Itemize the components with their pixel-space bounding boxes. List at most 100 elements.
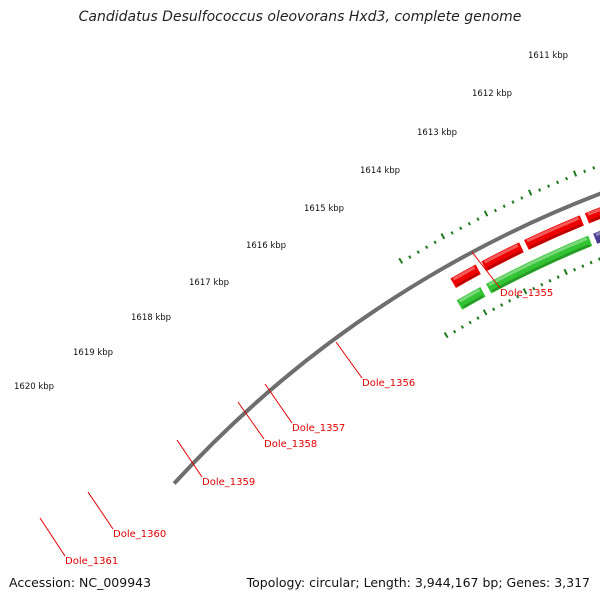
scale-label-2: 1612 kbp: [472, 89, 512, 99]
forward-gene-2-body: [481, 242, 524, 272]
outer-tick-14: [520, 196, 524, 200]
gene-label-dole-1356: Dole_1356: [362, 378, 415, 389]
inner-tick-18: [589, 260, 593, 265]
inner-tick-17: [581, 264, 585, 268]
gene-label-dole-1357: Dole_1357: [292, 423, 345, 434]
scale-label-7: 1617 kbp: [189, 278, 229, 288]
gene-leader-line-2: [335, 341, 363, 379]
reverse-gene-dole-1360-body: [486, 235, 593, 294]
outer-tick-20: [572, 170, 578, 177]
scale-label-3: 1613 kbp: [417, 128, 457, 138]
outer-tick-19: [565, 176, 569, 181]
outer-tick-8: [467, 221, 471, 226]
forward-gene-1-body: [450, 264, 481, 289]
accession-text: Accession: NC_009943: [9, 575, 152, 590]
reverse-gene-dole-1359-body: [593, 230, 600, 244]
gene-label-dole-1359: Dole_1359: [202, 477, 255, 488]
forward-gene-1-highlight: [452, 266, 476, 281]
gene-leader-line-5: [176, 439, 203, 478]
inner-tick-16: [573, 267, 577, 272]
forward-gene-2-highlight: [483, 243, 519, 264]
inner-tick-14: [556, 275, 560, 279]
inner-tick-12: [540, 282, 544, 287]
gene-leader-line-4: [237, 401, 265, 440]
outer-tick-7: [459, 226, 463, 231]
outer-tick-12: [502, 204, 506, 209]
outer-tick-13: [511, 200, 515, 204]
reverse-gene-dole-1361-body: [456, 286, 486, 310]
reverse-gene-dole-1359-shade: [598, 239, 600, 243]
gene-label-dole-1360: Dole_1360: [113, 529, 166, 540]
outer-tick-18: [556, 180, 560, 185]
scale-label-8: 1618 kbp: [131, 313, 171, 323]
reverse-gene-dole-1361-highlight: [458, 288, 481, 303]
scale-label-10: 1620 kbp: [14, 382, 54, 392]
outer-tick-4: [433, 240, 437, 245]
inner-tick-11: [532, 286, 536, 291]
scale-label-6: 1616 kbp: [246, 241, 286, 251]
reverse-gene-dole-1361-shade: [462, 295, 484, 309]
outer-tick-0: [398, 257, 404, 264]
inner-tick-6: [492, 307, 496, 312]
forward-gene-3-highlight: [526, 216, 580, 243]
outer-tick-9: [476, 217, 480, 222]
reverse-gene-dole-1359-highlight: [595, 231, 600, 237]
inner-tick-10: [522, 288, 528, 295]
gene-leader-line-7: [39, 517, 66, 557]
forward-gene-4-shade: [589, 216, 600, 223]
forward-gene-3: [524, 215, 584, 250]
scale-label-1: 1611 kbp: [528, 51, 568, 61]
inner-tick-13: [548, 279, 552, 283]
reverse-gene-dole-1360: [486, 235, 593, 294]
forward-gene-1-shade: [456, 272, 479, 287]
outer-tick-11: [493, 208, 497, 213]
reverse-gene-dole-1359: [593, 230, 600, 244]
forward-gene-2-shade: [487, 250, 522, 270]
genome-backbone: [172, 191, 600, 485]
forward-gene-1: [450, 264, 481, 289]
forward-gene-4-body: [584, 207, 600, 224]
reverse-gene-dole-1360-highlight: [488, 237, 588, 287]
outer-tick-16: [538, 188, 542, 192]
inner-tick-3: [468, 320, 472, 325]
forward-gene-2: [481, 242, 524, 272]
scale-label-5: 1615 kbp: [304, 204, 344, 214]
outer-tick-17: [547, 184, 551, 188]
gene-leader-line-3: [264, 383, 293, 424]
forward-gene-3-body: [524, 215, 584, 250]
inner-tick-9: [516, 294, 520, 299]
outer-tick-10: [483, 210, 489, 217]
outer-tick-2: [416, 250, 420, 254]
inner-tick-5: [482, 309, 488, 316]
forward-gene-4: [584, 207, 600, 224]
gene-label-dole-1355: Dole_1355: [500, 288, 553, 299]
gene-label-dole-1361: Dole_1361: [65, 556, 118, 567]
reverse-gene-dole-1360-shade: [491, 244, 591, 293]
outer-tick-1: [408, 255, 412, 259]
inner-tick-8: [508, 299, 512, 303]
map-title: Candidatus Desulfococcus oleovorans Hxd3…: [78, 9, 522, 25]
inner-tick-2: [460, 325, 464, 329]
outer-tick-6: [450, 231, 454, 235]
outer-tick-21: [583, 169, 587, 174]
reverse-gene-dole-1361: [456, 286, 486, 310]
gene-leader-line-1: [471, 251, 501, 289]
outer-tick-5: [440, 233, 446, 240]
inner-tick-1: [453, 329, 457, 334]
forward-gene-4-highlight: [587, 208, 600, 216]
genome-summary-text: Topology: circular; Length: 3,944,167 bp…: [246, 575, 590, 590]
outer-tick-22: [592, 166, 596, 170]
forward-gene-3-shade: [529, 223, 582, 249]
gene-leader-line-6: [87, 491, 114, 530]
inner-tick-4: [476, 316, 480, 320]
inner-tick-0: [443, 331, 449, 339]
inner-tick-7: [500, 303, 504, 307]
inner-tick-15: [563, 268, 568, 276]
scale-label-4: 1614 kbp: [360, 166, 400, 176]
scale-label-9: 1619 kbp: [73, 348, 113, 358]
outer-tick-3: [425, 245, 429, 249]
gene-label-dole-1358: Dole_1358: [264, 439, 317, 450]
outer-tick-15: [527, 189, 533, 196]
